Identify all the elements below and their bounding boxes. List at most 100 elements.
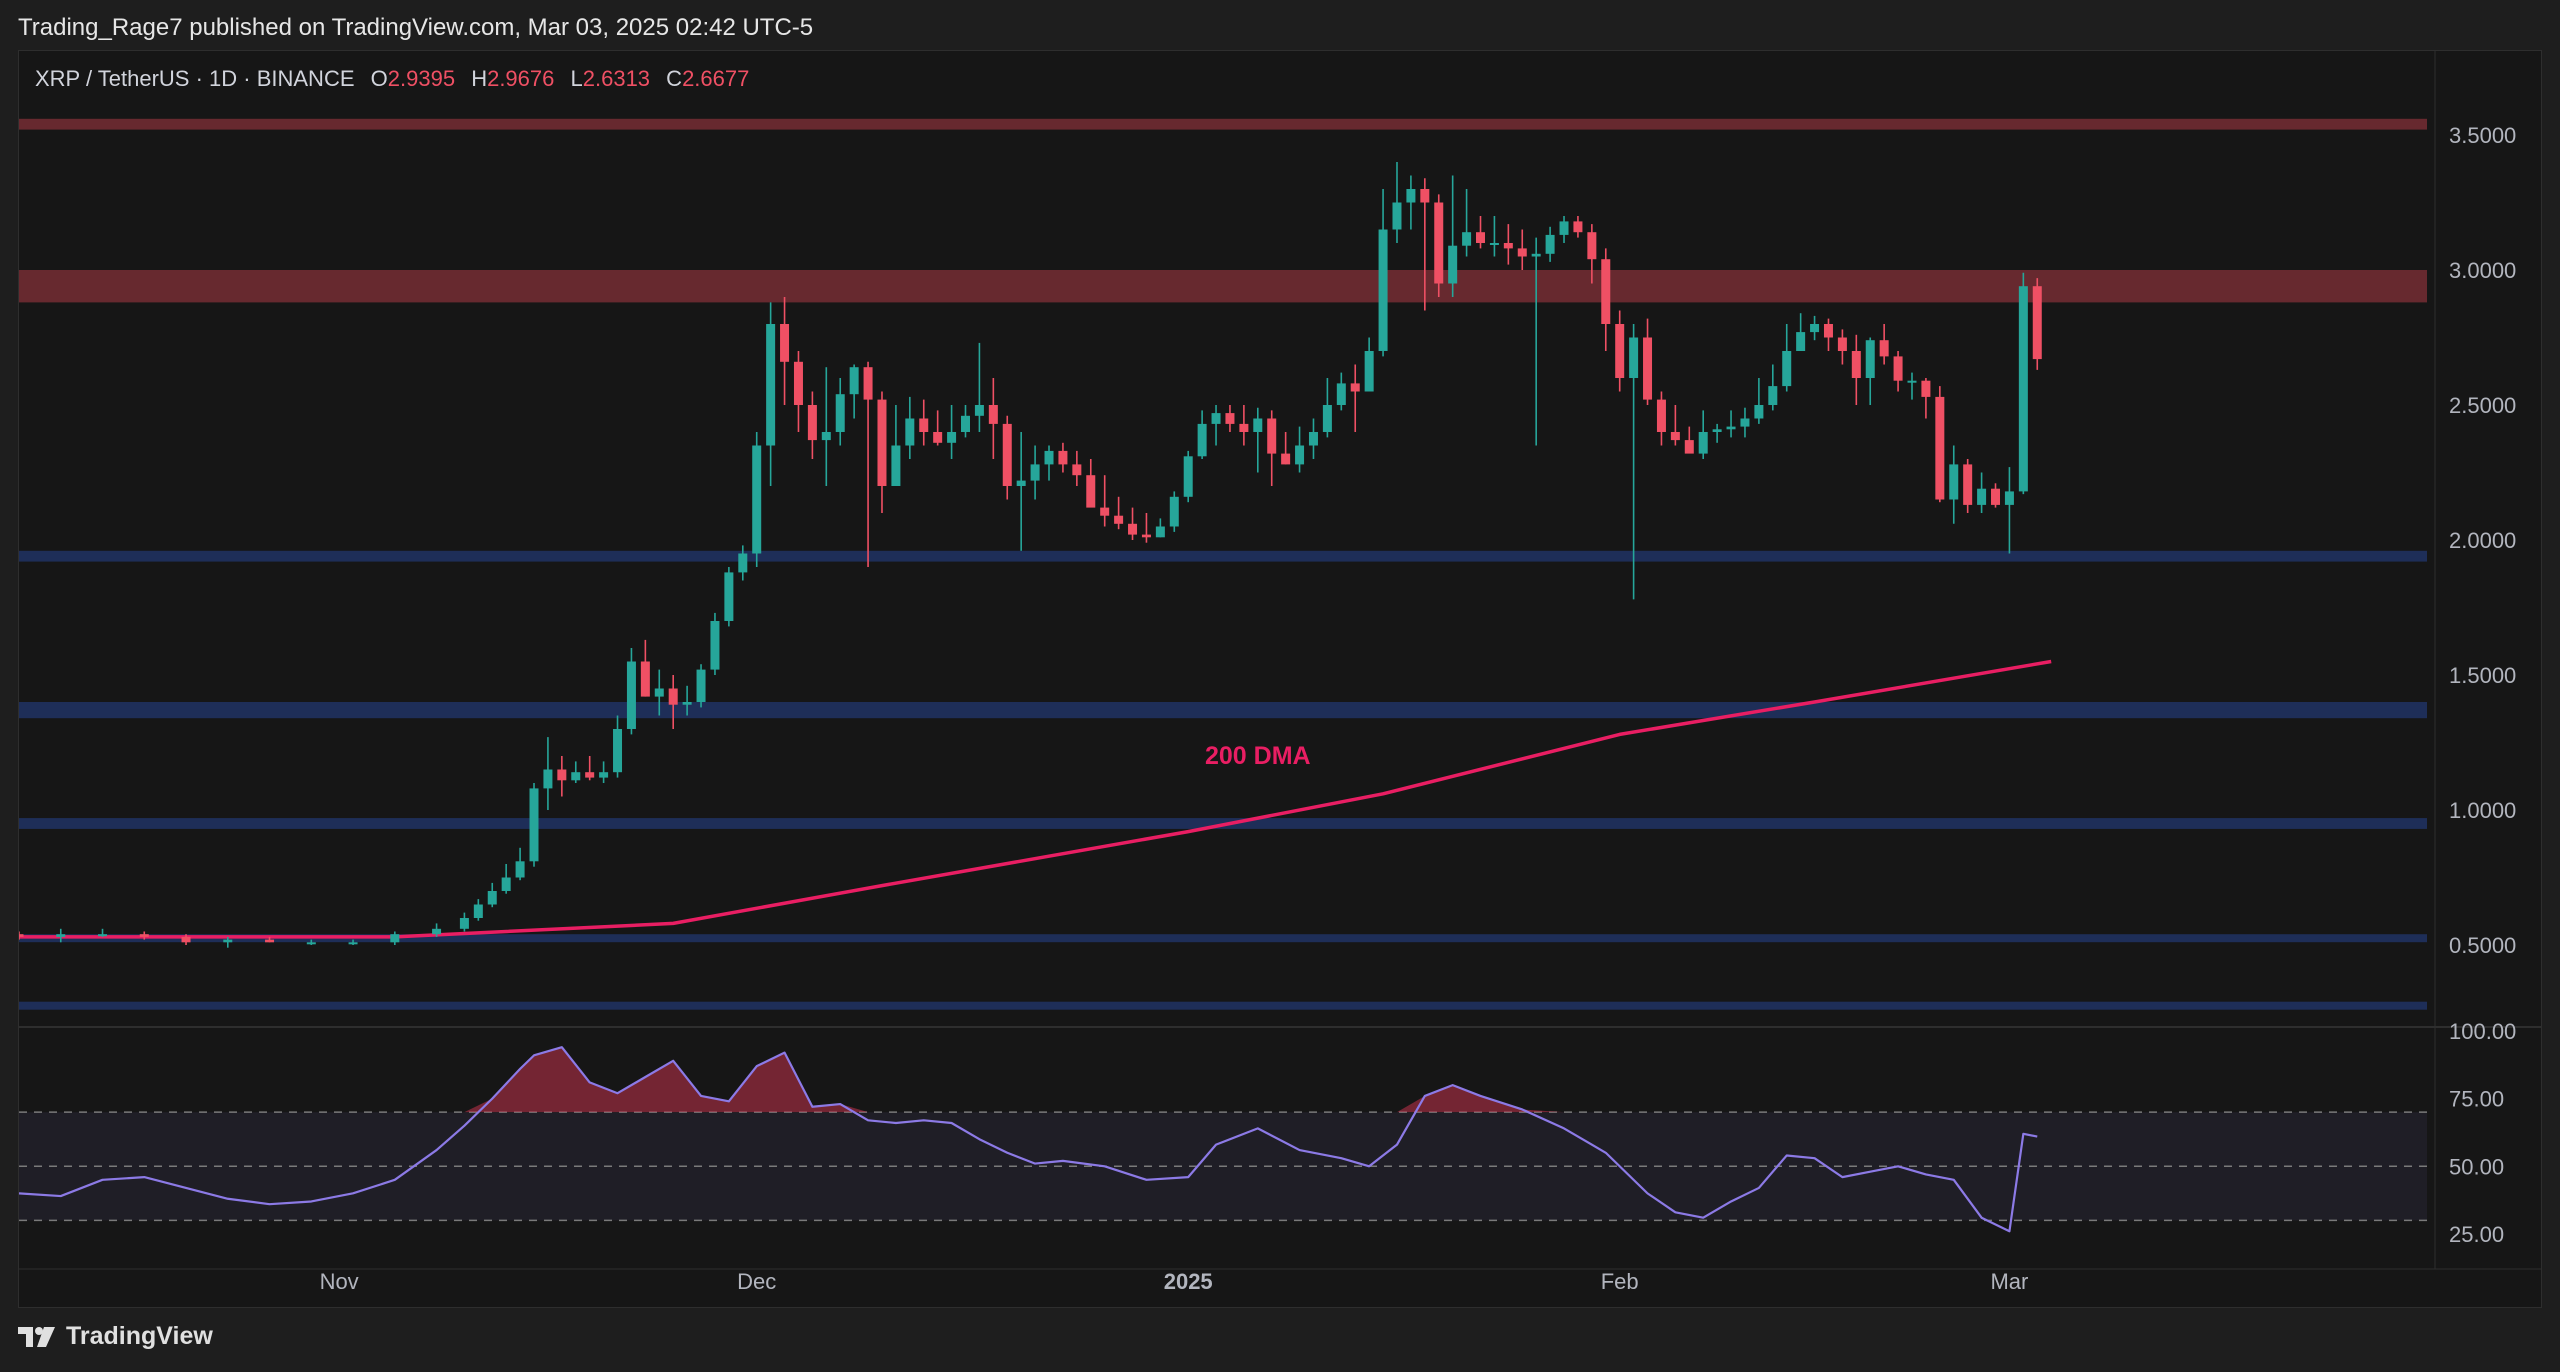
candle-body xyxy=(1879,340,1889,357)
candle-body xyxy=(1796,332,1806,351)
price-chart[interactable]: 3.5000 3.0000 2.5000 2.0000 1.5000 1.0000 0.50… xyxy=(19,51,2541,1307)
candle-body xyxy=(1698,432,1708,454)
candle-body xyxy=(682,702,692,705)
candle-body xyxy=(766,324,776,446)
candle-body xyxy=(1851,351,1861,378)
candle-body xyxy=(1615,324,1625,378)
candle-body xyxy=(1977,488,1987,505)
candle-body xyxy=(1155,526,1165,538)
dma-layer xyxy=(19,659,2052,939)
price-tick-label: 2.5000 xyxy=(2449,393,2516,418)
candle-body xyxy=(905,418,915,446)
candle-body xyxy=(1128,523,1138,535)
candle-body xyxy=(626,661,636,729)
labels-layer: 200 DMA xyxy=(1205,742,1311,770)
candle-body xyxy=(835,394,845,432)
candle-body xyxy=(501,877,511,891)
candle-body xyxy=(1239,423,1249,432)
chart-frame[interactable]: 3.5000 3.0000 2.5000 2.0000 1.5000 1.0000 0.50… xyxy=(18,50,2542,1308)
open-value: 2.9395 xyxy=(388,66,455,91)
axes-layer: 3.5000 3.0000 2.5000 2.0000 1.5000 1.0000 0.50… xyxy=(19,51,2541,1294)
candle-body xyxy=(807,405,817,441)
candle-body xyxy=(1629,337,1639,378)
price-tick-label: 1.5000 xyxy=(2449,663,2516,688)
candle-body xyxy=(1531,253,1541,257)
candle-body xyxy=(56,934,66,937)
zone-resistance-1 xyxy=(19,270,2427,303)
candle-body xyxy=(1810,324,1820,333)
candle-body xyxy=(529,788,539,862)
high-value: 2.9676 xyxy=(487,66,554,91)
candle-body xyxy=(599,772,609,778)
low-label: L xyxy=(571,66,583,91)
zone-support-6 xyxy=(19,1001,2427,1010)
candle-body xyxy=(821,432,831,441)
rsi-overbought-fill xyxy=(19,1047,2038,1113)
tradingview-footer[interactable]: TradingView xyxy=(18,1322,213,1351)
zones-layer xyxy=(19,118,2427,1010)
candle-body xyxy=(863,367,873,400)
candle-body xyxy=(515,861,525,878)
candle-body xyxy=(1643,337,1653,400)
rsi-tick-label: 100.00 xyxy=(2449,1019,2516,1044)
candle-body xyxy=(1907,380,1917,383)
candle-body xyxy=(960,415,970,432)
candle-body xyxy=(1559,221,1569,235)
candle-body xyxy=(1823,324,1833,338)
candle-body xyxy=(1336,383,1346,405)
candle-body xyxy=(223,939,233,943)
candle-body xyxy=(1573,221,1583,233)
candle-body xyxy=(181,936,191,943)
candle-body xyxy=(2032,286,2042,360)
candle-body xyxy=(988,405,998,424)
candle-body xyxy=(877,399,887,486)
candle-body xyxy=(891,445,901,486)
time-tick-label: 2025 xyxy=(1164,1269,1213,1294)
candle-body xyxy=(1712,429,1722,432)
time-tick-label: Feb xyxy=(1601,1269,1639,1294)
candle-body xyxy=(1782,351,1792,387)
candle-body xyxy=(265,939,275,943)
candle-body xyxy=(1253,418,1263,432)
price-tick-label: 3.0000 xyxy=(2449,258,2516,283)
candle-body xyxy=(19,934,24,937)
candle-body xyxy=(487,891,497,905)
candle-body xyxy=(557,769,567,781)
candle-body xyxy=(793,361,803,405)
candle-body xyxy=(1420,189,1430,203)
candle-body xyxy=(1211,413,1221,424)
candle-body xyxy=(1949,464,1959,500)
candle-body xyxy=(696,669,706,702)
candle-body xyxy=(459,918,469,929)
candle-body xyxy=(1601,259,1611,324)
rsi-background-layer xyxy=(19,1111,2427,1222)
candle-body xyxy=(1197,423,1207,457)
low-value: 2.6313 xyxy=(583,66,650,91)
symbol-bar: XRP / TetherUS · 1D · BINANCE O2.9395 H2… xyxy=(35,66,749,91)
candle-body xyxy=(1489,243,1499,245)
candle-body xyxy=(473,904,483,918)
svg-text:XRP / TetherUS · 1D · BINANCE: XRP / TetherUS · 1D · BINANCE O2.9395 H2… xyxy=(35,66,749,91)
candle-body xyxy=(1058,450,1068,465)
price-tick-label: 1.0000 xyxy=(2449,798,2516,823)
candle-body xyxy=(1308,432,1318,446)
candle-body xyxy=(1740,418,1750,427)
close-label: C xyxy=(666,66,682,91)
candle-body xyxy=(1448,245,1458,284)
candle-body xyxy=(724,572,734,621)
candle-body xyxy=(306,942,316,945)
open-label: O xyxy=(371,66,388,91)
candle-body xyxy=(1002,423,1012,486)
dma-200-line xyxy=(19,659,2052,939)
candle-body xyxy=(738,553,748,573)
candle-body xyxy=(1114,515,1124,524)
candle-body xyxy=(543,769,553,789)
candle-body xyxy=(1392,202,1402,230)
candles-layer xyxy=(19,162,2042,948)
candle-body xyxy=(1656,399,1666,432)
time-tick-label: Nov xyxy=(320,1269,359,1294)
candle-body xyxy=(919,418,929,432)
candle-body xyxy=(1281,453,1291,465)
candle-body xyxy=(1225,413,1235,424)
candle-body xyxy=(1503,243,1513,249)
